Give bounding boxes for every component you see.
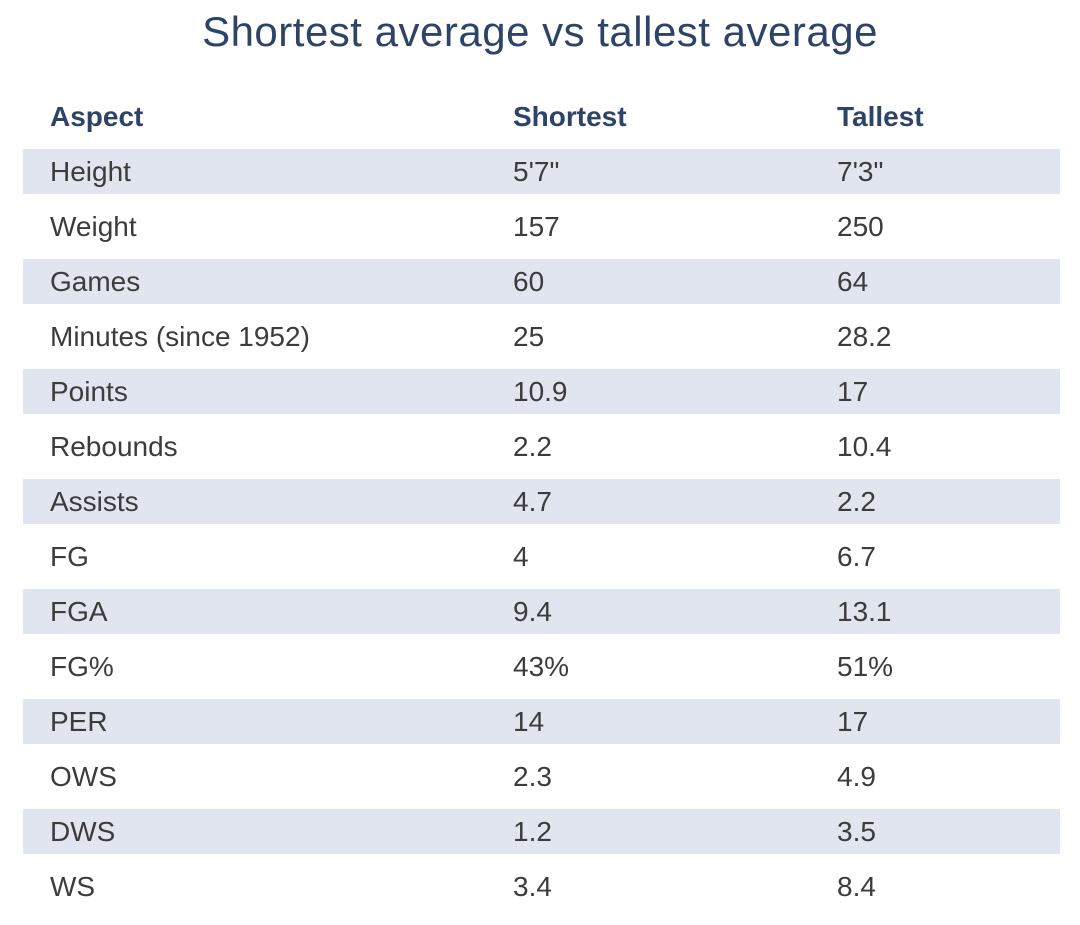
- table-body: Height 5'7" 7'3" Weight 157 250 Games 60 64 Minut…: [23, 149, 1060, 909]
- value-cell: 4.9: [837, 760, 876, 792]
- chart-container: Shortest average vs tallest average Aspe…: [0, 8, 1080, 925]
- aspect-cell: FG: [50, 540, 89, 572]
- value-cell: 51%: [837, 650, 894, 682]
- table-row-weight: Weight 157 250: [23, 204, 1060, 249]
- value-cell: 10.4: [837, 430, 892, 462]
- value-cell: 6.7: [837, 540, 876, 572]
- value-cell: 9.4: [513, 589, 837, 634]
- table-row-height: Height 5'7" 7'3": [23, 149, 1060, 194]
- aspect-cell: Games: [23, 259, 513, 304]
- table-row-ows: OWS 2.3 4.9: [23, 754, 1060, 799]
- value-cell: 17: [837, 369, 1060, 414]
- value-cell: 1.2: [513, 809, 837, 854]
- value-cell: 250: [837, 210, 884, 242]
- table-row-dws: DWS 1.2 3.5: [23, 809, 1060, 854]
- aspect-cell: FGA: [23, 589, 513, 634]
- aspect-cell: OWS: [50, 760, 117, 792]
- value-cell: 14: [513, 699, 837, 744]
- value-cell: 10.9: [513, 369, 837, 414]
- value-cell: 2.3: [513, 760, 552, 792]
- value-cell: 2.2: [513, 430, 552, 462]
- value-cell: 17: [837, 699, 1060, 744]
- value-cell: 157: [513, 210, 560, 242]
- table-row-assists: Assists 4.7 2.2: [23, 479, 1060, 524]
- aspect-cell: Weight: [50, 210, 137, 242]
- aspect-cell: DWS: [23, 809, 513, 854]
- value-cell: 3.4: [513, 870, 552, 902]
- aspect-cell: FG%: [50, 650, 114, 682]
- chart-title: Shortest average vs tallest average: [202, 8, 878, 55]
- value-cell: 28.2: [837, 320, 892, 352]
- table-row-games: Games 60 64: [23, 259, 1060, 304]
- value-cell: 3.5: [837, 809, 1060, 854]
- table-row-ws: WS 3.4 8.4: [23, 864, 1060, 909]
- value-cell: 64: [837, 259, 1060, 304]
- value-cell: 2.2: [837, 479, 1060, 524]
- header-row: Aspect Shortest Tallest: [23, 94, 1060, 139]
- stats-table: Aspect Shortest Tallest Height 5'7" 7'3" Weig…: [23, 84, 1060, 919]
- aspect-cell: Minutes (since 1952): [50, 320, 310, 352]
- table-row-fg: FG% 43% 51%: [23, 644, 1060, 689]
- value-cell: 8.4: [837, 870, 876, 902]
- table-row-fg: FG 4 6.7: [23, 534, 1060, 579]
- table-row-points: Points 10.9 17: [23, 369, 1060, 414]
- value-cell: 5'7": [513, 149, 837, 194]
- table-row-fga: FGA 9.4 13.1: [23, 589, 1060, 634]
- table-row-rebounds: Rebounds 2.2 10.4: [23, 424, 1060, 469]
- value-cell: 7'3": [837, 149, 1060, 194]
- aspect-cell: Height: [23, 149, 513, 194]
- aspect-cell: Rebounds: [50, 430, 178, 462]
- aspect-cell: Points: [23, 369, 513, 414]
- value-cell: 13.1: [837, 589, 1060, 634]
- value-cell: 4: [513, 540, 529, 572]
- aspect-cell: PER: [23, 699, 513, 744]
- column-header-tallest: Tallest: [837, 100, 924, 132]
- value-cell: 4.7: [513, 479, 837, 524]
- column-header-shortest: Shortest: [513, 100, 627, 132]
- table-header: Aspect Shortest Tallest: [23, 94, 1060, 139]
- column-header-aspect: Aspect: [50, 100, 144, 132]
- table-row-minutes-since-1952: Minutes (since 1952) 25 28.2: [23, 314, 1060, 359]
- aspect-cell: Assists: [23, 479, 513, 524]
- aspect-cell: WS: [50, 870, 96, 902]
- table-row-per: PER 14 17: [23, 699, 1060, 744]
- value-cell: 25: [513, 320, 545, 352]
- value-cell: 60: [513, 259, 837, 304]
- value-cell: 43%: [513, 650, 570, 682]
